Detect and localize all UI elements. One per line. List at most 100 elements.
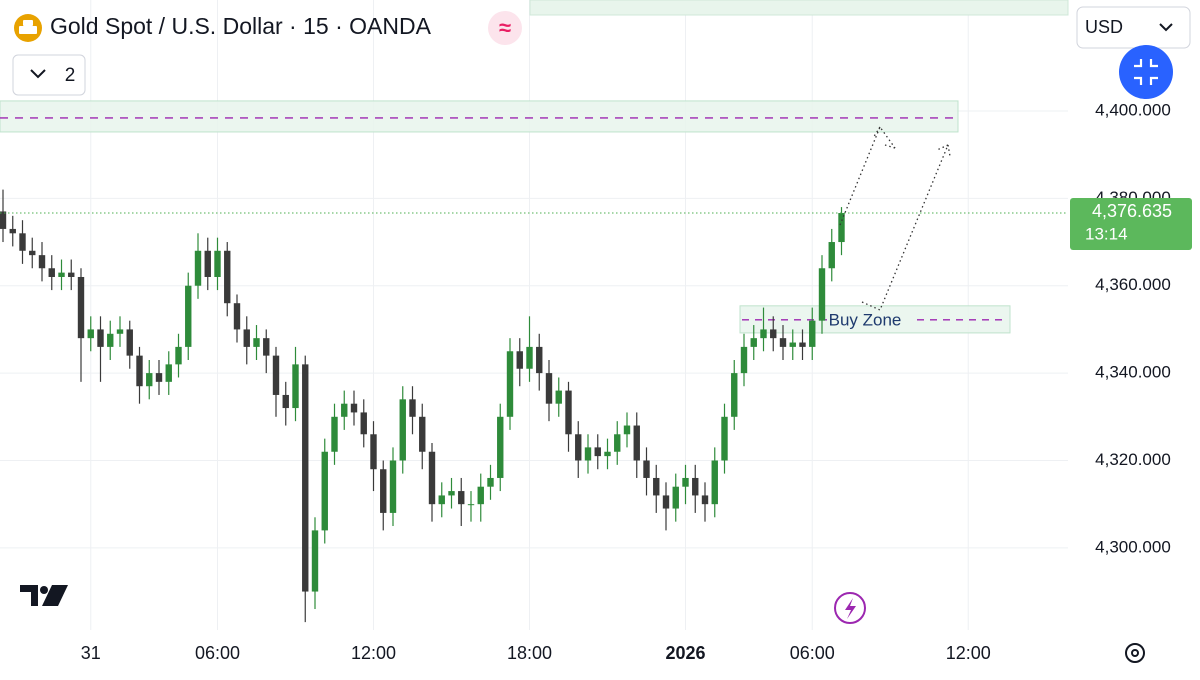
candle-body <box>692 477 699 496</box>
candle-body <box>594 447 601 457</box>
candle-body <box>672 486 679 509</box>
candle-body <box>409 399 416 417</box>
arrow-head <box>872 126 896 149</box>
candle-body <box>721 416 728 461</box>
candle-body <box>633 425 640 461</box>
zone-label: Buy Zone <box>829 310 902 329</box>
candle-body <box>282 394 289 409</box>
candle-body <box>175 346 182 365</box>
settings-button[interactable] <box>1125 643 1145 663</box>
chevron <box>30 69 46 79</box>
candle-body <box>68 272 75 277</box>
candle-body <box>165 364 172 382</box>
candle-body <box>126 329 133 356</box>
candle-body <box>292 364 299 409</box>
candle-body <box>487 477 494 487</box>
indicator-count: 2 <box>65 65 76 86</box>
candle-body <box>779 338 787 347</box>
candle-body <box>302 364 309 592</box>
candle-body <box>653 477 660 496</box>
candle-body <box>272 355 280 395</box>
candle-body <box>77 276 85 339</box>
candle-body <box>740 346 748 374</box>
y-tick-label: 4,300.000 <box>1095 537 1171 556</box>
candle-body <box>623 425 631 435</box>
collapse-icon <box>1134 59 1158 85</box>
candle-body <box>146 373 153 387</box>
candle-body <box>428 451 436 505</box>
candle-body <box>341 403 348 417</box>
candle-body <box>838 213 845 243</box>
candle-body <box>360 412 367 435</box>
indicator-icon[interactable] <box>488 11 522 45</box>
candle-body <box>155 373 163 382</box>
candle-body <box>331 416 338 452</box>
x-tick-label: 31 <box>81 643 101 663</box>
candle-body <box>19 233 26 251</box>
candle-body <box>750 338 757 347</box>
x-tick-label: 12:00 <box>946 643 991 663</box>
top-zone <box>529 0 1069 16</box>
candle-body <box>136 355 143 387</box>
x-tick-label: 06:00 <box>195 643 240 663</box>
candle-body <box>389 460 397 513</box>
candle-body <box>584 447 592 461</box>
tradingview-logo-dot <box>40 586 48 594</box>
candle-body <box>370 434 377 470</box>
candle-body <box>760 329 767 339</box>
y-tick-label: 4,320.000 <box>1095 450 1171 469</box>
currency-select[interactable] <box>1076 6 1191 49</box>
settings-icon <box>1131 649 1139 657</box>
candle-body <box>555 390 562 404</box>
candle-body <box>536 346 543 374</box>
candle-body <box>458 491 465 505</box>
candle-body <box>614 434 621 452</box>
candle-body <box>701 495 709 505</box>
candle-body <box>789 342 796 347</box>
candle-body <box>575 434 582 461</box>
candle-body <box>526 346 533 369</box>
x-tick-label: 2026 <box>665 643 705 663</box>
x-tick-label: 12:00 <box>351 643 396 663</box>
candle-body <box>818 268 826 321</box>
last-price-box <box>1070 198 1192 251</box>
candle-body <box>477 486 484 505</box>
candle-body <box>682 477 689 487</box>
currency: USD <box>1085 17 1123 37</box>
candle-body <box>770 329 777 339</box>
candle-body <box>497 416 504 478</box>
indicator-toggle[interactable] <box>12 54 86 96</box>
candle-body <box>243 329 250 347</box>
y-tick-label: 4,340.000 <box>1095 363 1171 382</box>
projection-arrow <box>839 125 896 226</box>
candle-body <box>253 338 260 347</box>
candle-body <box>0 211 7 229</box>
axes: 4,300.0004,320.0004,340.0004,360.0004,38… <box>81 100 1192 663</box>
candle-body <box>38 255 46 269</box>
candle-body <box>799 342 806 347</box>
candle-body <box>399 399 406 461</box>
candle-body <box>185 285 192 347</box>
last-price-label: 4,376.635 <box>1092 201 1172 221</box>
fullscreen-button[interactable] <box>1119 45 1173 99</box>
x-tick-label: 06:00 <box>790 643 835 663</box>
candle-body <box>204 250 211 277</box>
candle-body <box>321 451 328 531</box>
candle-body <box>233 303 241 330</box>
candle-body <box>380 469 387 513</box>
candle-body <box>448 491 455 496</box>
candle-body <box>828 242 835 269</box>
candle-body <box>97 329 104 347</box>
overlays <box>0 125 1068 311</box>
candle-body <box>116 329 124 334</box>
zones: Buy Zone <box>0 100 1011 334</box>
symbol-icon-bar <box>23 20 33 26</box>
candle-body <box>9 228 16 234</box>
indicator-icon-glyph: ≈ <box>499 15 511 40</box>
candle-body <box>516 351 523 369</box>
candle-body <box>731 373 738 417</box>
candle-body <box>263 338 270 356</box>
candle-body <box>87 329 94 339</box>
candle-body <box>214 250 221 277</box>
